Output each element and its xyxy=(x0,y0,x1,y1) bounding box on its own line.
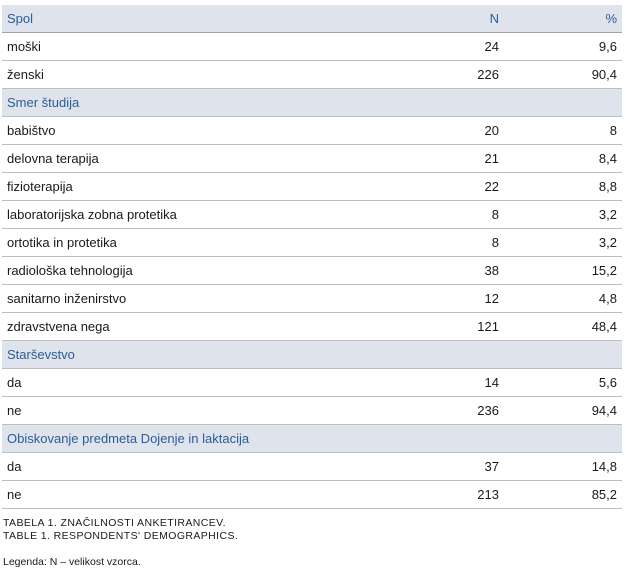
header-n: N xyxy=(364,5,504,33)
table-caption: TABELA 1. ZNAČILNOSTI ANKETIRANCEV. TABL… xyxy=(3,517,238,543)
demographics-table: Spol N% moški 24 9,6 ženski 226 90,4 Smer študij… xyxy=(2,5,622,509)
section-title: Obiskovanje predmeta Dojenje in laktacij… xyxy=(2,424,622,453)
table-row: da 37 14,8 xyxy=(2,452,622,481)
caption-slovene: TABELA 1. ZNAČILNOSTI ANKETIRANCEV. xyxy=(3,517,226,529)
section-title: Starševstvo xyxy=(2,340,622,369)
header-label: Spol xyxy=(2,5,364,33)
row-pct: 8 xyxy=(504,116,622,145)
row-pct: 14,8 xyxy=(504,452,622,481)
table-row: fizioterapija 22 8,8 xyxy=(2,172,622,201)
section-header-row: Smer študija xyxy=(2,88,622,117)
row-label: delovna terapija xyxy=(2,144,364,173)
table-row: ne 236 94,4 xyxy=(2,396,622,425)
row-label: radiološka tehnologija xyxy=(2,256,364,285)
table-body: Spol N% moški 24 9,6 ženski 226 90,4 Smer študij… xyxy=(2,5,622,509)
section-header-row: Obiskovanje predmeta Dojenje in laktacij… xyxy=(2,424,622,453)
row-label: da xyxy=(2,368,364,397)
row-n: 8 xyxy=(364,200,504,229)
row-label: sanitarno inženirstvo xyxy=(2,284,364,313)
row-n: 213 xyxy=(364,480,504,509)
row-label: babištvo xyxy=(2,116,364,145)
table-row: sanitarno inženirstvo 12 4,8 xyxy=(2,284,622,313)
row-label: ortotika in protetika xyxy=(2,228,364,257)
row-n: 22 xyxy=(364,172,504,201)
row-n: 8 xyxy=(364,228,504,257)
table-row: ženski 226 90,4 xyxy=(2,60,622,89)
row-label: fizioterapija xyxy=(2,172,364,201)
row-pct: 3,2 xyxy=(504,228,622,257)
table-header-row: Spol N% xyxy=(2,5,622,33)
row-pct: 8,4 xyxy=(504,144,622,173)
row-pct: 4,8 xyxy=(504,284,622,313)
row-pct: 9,6 xyxy=(504,32,622,61)
row-label: moški xyxy=(2,32,364,61)
row-n: 121 xyxy=(364,312,504,341)
row-n: 236 xyxy=(364,396,504,425)
row-pct: 85,2 xyxy=(504,480,622,509)
row-pct: 94,4 xyxy=(504,396,622,425)
row-n: 226 xyxy=(364,60,504,89)
row-label: laboratorijska zobna protetika xyxy=(2,200,364,229)
table-row: babištvo 20 8 xyxy=(2,116,622,145)
table-row: laboratorijska zobna protetika 8 3,2 xyxy=(2,200,622,229)
table-row: radiološka tehnologija 38 15,2 xyxy=(2,256,622,285)
row-n: 21 xyxy=(364,144,504,173)
row-n: 38 xyxy=(364,256,504,285)
row-pct: 48,4 xyxy=(504,312,622,341)
row-label: ne xyxy=(2,396,364,425)
row-pct: 90,4 xyxy=(504,60,622,89)
table-legend: Legenda: N – velikost vzorca. xyxy=(3,556,141,568)
row-pct: 5,6 xyxy=(504,368,622,397)
row-n: 14 xyxy=(364,368,504,397)
section-header-row: Starševstvo xyxy=(2,340,622,369)
table-row: ortotika in protetika 8 3,2 xyxy=(2,228,622,257)
table-row: da 14 5,6 xyxy=(2,368,622,397)
header-pct: % xyxy=(504,5,622,33)
table-row: moški 24 9,6 xyxy=(2,32,622,61)
row-pct: 15,2 xyxy=(504,256,622,285)
row-label: da xyxy=(2,452,364,481)
table-row: ne 213 85,2 xyxy=(2,480,622,509)
row-pct: 3,2 xyxy=(504,200,622,229)
row-label: zdravstvena nega xyxy=(2,312,364,341)
row-pct: 8,8 xyxy=(504,172,622,201)
row-label: ženski xyxy=(2,60,364,89)
caption-english: TABLE 1. RESPONDENTS' DEMOGRAPHICS. xyxy=(3,530,239,542)
row-n: 12 xyxy=(364,284,504,313)
row-n: 37 xyxy=(364,452,504,481)
row-n: 20 xyxy=(364,116,504,145)
row-n: 24 xyxy=(364,32,504,61)
table-row: delovna terapija 21 8,4 xyxy=(2,144,622,173)
table-row: zdravstvena nega 121 48,4 xyxy=(2,312,622,341)
row-label: ne xyxy=(2,480,364,509)
section-title: Smer študija xyxy=(2,88,622,117)
